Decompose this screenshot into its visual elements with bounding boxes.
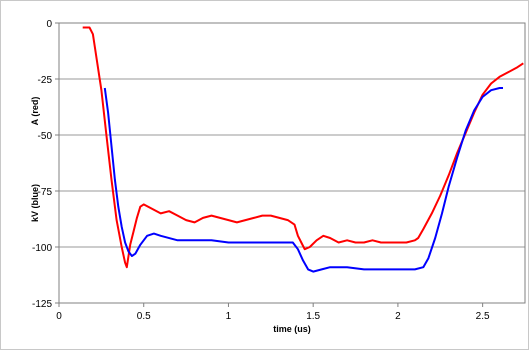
- x-axis-title: time (us): [273, 324, 311, 334]
- x-tick-label: 0: [56, 311, 62, 322]
- x-tick-label: 2.5: [476, 311, 490, 322]
- series-line-voltage: [103, 87, 503, 273]
- y-axis-ticks: 0 -25 -50 -75 -100 -125: [32, 19, 59, 310]
- x-tick-label: 1: [226, 311, 232, 322]
- series-line-current: [82, 26, 524, 269]
- y-tick-label: -125: [32, 299, 52, 310]
- x-tick-label: 1.5: [306, 311, 320, 322]
- x-axis-ticks: 0 0.5 1 1.5 2 2.5: [56, 303, 490, 322]
- x-tick-label: 2: [395, 311, 401, 322]
- y-tick-label: -100: [32, 243, 52, 254]
- y-tick-label: 0: [46, 19, 52, 30]
- series-lines: [82, 26, 524, 273]
- y-tick-label: -25: [38, 75, 53, 86]
- plot-area: [58, 22, 526, 304]
- y-axis-title-current: A (red): [30, 97, 40, 126]
- y-tick-label: -50: [38, 131, 53, 142]
- x-tick-label: 0.5: [137, 311, 151, 322]
- y-tick-label: -75: [38, 187, 53, 198]
- y-axis-title-voltage: kV (blue): [30, 184, 40, 222]
